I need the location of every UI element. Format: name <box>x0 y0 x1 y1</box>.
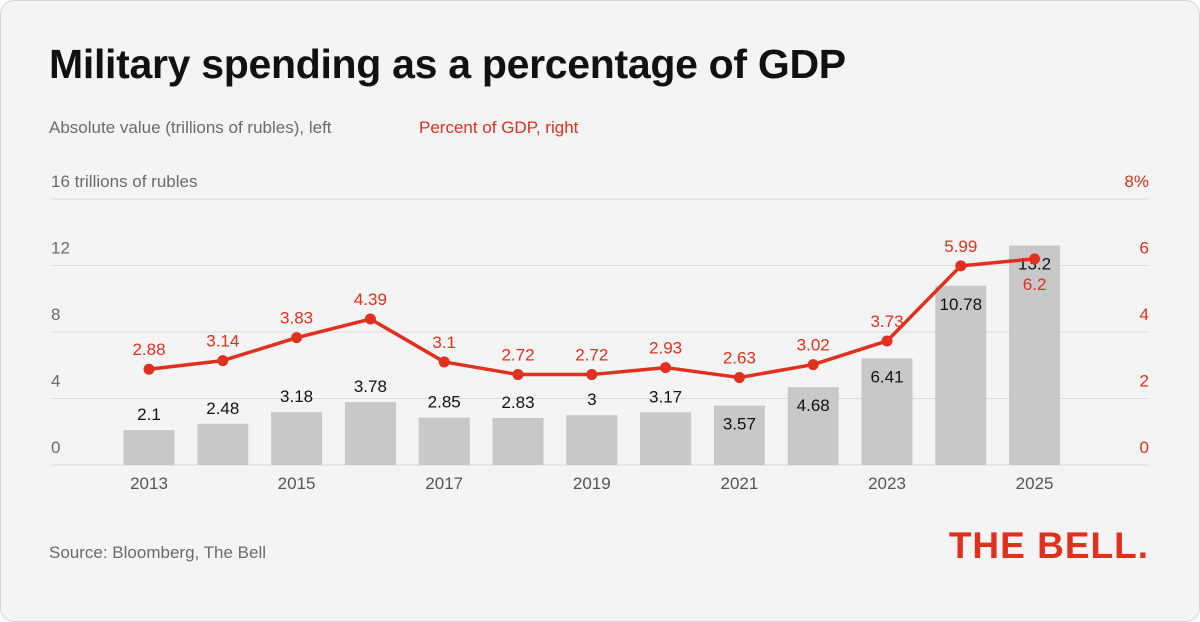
line-value-label: 2.72 <box>501 346 534 365</box>
line-point <box>291 332 303 344</box>
bar-value-label: 3.18 <box>280 387 313 406</box>
y-axis-right: 0 2 4 6 8% <box>1124 172 1149 457</box>
line-point <box>733 372 745 384</box>
line-point <box>1029 253 1041 265</box>
line-value-label: 2.72 <box>575 346 608 365</box>
bar-value-label: 2.1 <box>137 405 161 424</box>
y-left-tick-label: 4 <box>51 372 60 391</box>
line-value-label: 6.2 <box>1023 275 1047 294</box>
y-left-tick-label: 16 trillions of rubles <box>51 172 197 191</box>
x-tick-label: 2013 <box>130 474 168 493</box>
y-left-tick-label: 0 <box>51 438 60 457</box>
line-value-label: 2.93 <box>649 339 682 358</box>
line-value-label: 5.99 <box>944 237 977 256</box>
y-right-tick-label: 8% <box>1124 172 1149 191</box>
bar <box>1009 245 1061 465</box>
x-tick-label: 2021 <box>720 474 758 493</box>
x-tick-label: 2019 <box>573 474 611 493</box>
bar <box>787 387 839 465</box>
bar-value-label: 6.41 <box>870 367 903 386</box>
line-point <box>955 260 967 272</box>
bar-value-label: 2.48 <box>206 399 239 418</box>
bar <box>492 417 544 465</box>
percent-line <box>143 253 1041 384</box>
line-value-label: 2.63 <box>723 349 756 368</box>
bar-value-label: 3.57 <box>723 415 756 434</box>
bar-value-label: 3 <box>587 390 596 409</box>
line-value-label: 2.88 <box>132 340 165 359</box>
bar <box>935 285 987 465</box>
bar <box>344 402 396 465</box>
y-axis-left: 0 4 8 12 16 trillions of rubles <box>51 172 197 457</box>
line-value-label: 3.14 <box>206 332 239 351</box>
source-note: Source: Bloomberg, The Bell <box>49 543 267 562</box>
bar <box>861 358 913 465</box>
line-value-label: 3.02 <box>797 336 830 355</box>
chart-title: Military spending as a percentage of GDP <box>49 41 846 87</box>
legend-left-series: Absolute value (trillions of rubles), le… <box>49 118 332 137</box>
bar <box>713 405 765 465</box>
x-tick-label: 2015 <box>278 474 316 493</box>
bar <box>566 415 618 465</box>
line-point <box>143 363 155 375</box>
x-tick-label: 2023 <box>868 474 906 493</box>
bar <box>640 412 692 465</box>
y-right-tick-label: 0 <box>1140 438 1149 457</box>
bar-value-label: 10.78 <box>940 295 983 314</box>
bar <box>418 417 470 465</box>
y-right-tick-label: 4 <box>1140 305 1149 324</box>
y-left-tick-label: 8 <box>51 305 60 324</box>
bar-value-label: 2.83 <box>501 393 534 412</box>
line-point <box>364 313 376 325</box>
bar <box>197 423 249 465</box>
y-left-tick-label: 12 <box>51 239 70 258</box>
line-point <box>881 335 893 347</box>
bar-value-label: 4.68 <box>797 396 830 415</box>
line-value-label: 3.73 <box>870 312 903 331</box>
line-value-label: 4.39 <box>354 290 387 309</box>
line-labels: 2.88 3.14 3.83 4.39 3.1 2.72 2.72 2.93 2.63 3.02 3… <box>132 237 1046 368</box>
y-right-tick-label: 6 <box>1140 239 1149 258</box>
legend-right-series: Percent of GDP, right <box>419 118 579 137</box>
x-tick-label: 2025 <box>1016 474 1054 493</box>
bar-labels: 2.1 2.48 3.18 3.78 2.85 2.83 3 3.17 3.57 4.68 6.41… <box>137 255 1051 434</box>
line-point <box>217 355 229 367</box>
the-bell-logo: THE BELL. <box>948 525 1149 566</box>
bar-value-label: 3.17 <box>649 387 682 406</box>
line-value-label: 3.83 <box>280 309 313 328</box>
x-tick-label: 2017 <box>425 474 463 493</box>
y-right-tick-label: 2 <box>1140 372 1149 391</box>
bars <box>123 245 1061 465</box>
x-axis: 2013 2015 2017 2019 2021 2023 2025 <box>130 474 1053 493</box>
line-point <box>586 369 598 381</box>
bar <box>123 430 175 465</box>
bar <box>271 412 323 465</box>
line-point <box>660 362 672 374</box>
line-value-label: 3.1 <box>432 333 456 352</box>
line-point <box>807 359 819 371</box>
bar-value-label: 2.85 <box>428 393 461 412</box>
bar-value-label: 3.78 <box>354 377 387 396</box>
line-point <box>438 356 450 368</box>
line-point <box>512 369 524 381</box>
